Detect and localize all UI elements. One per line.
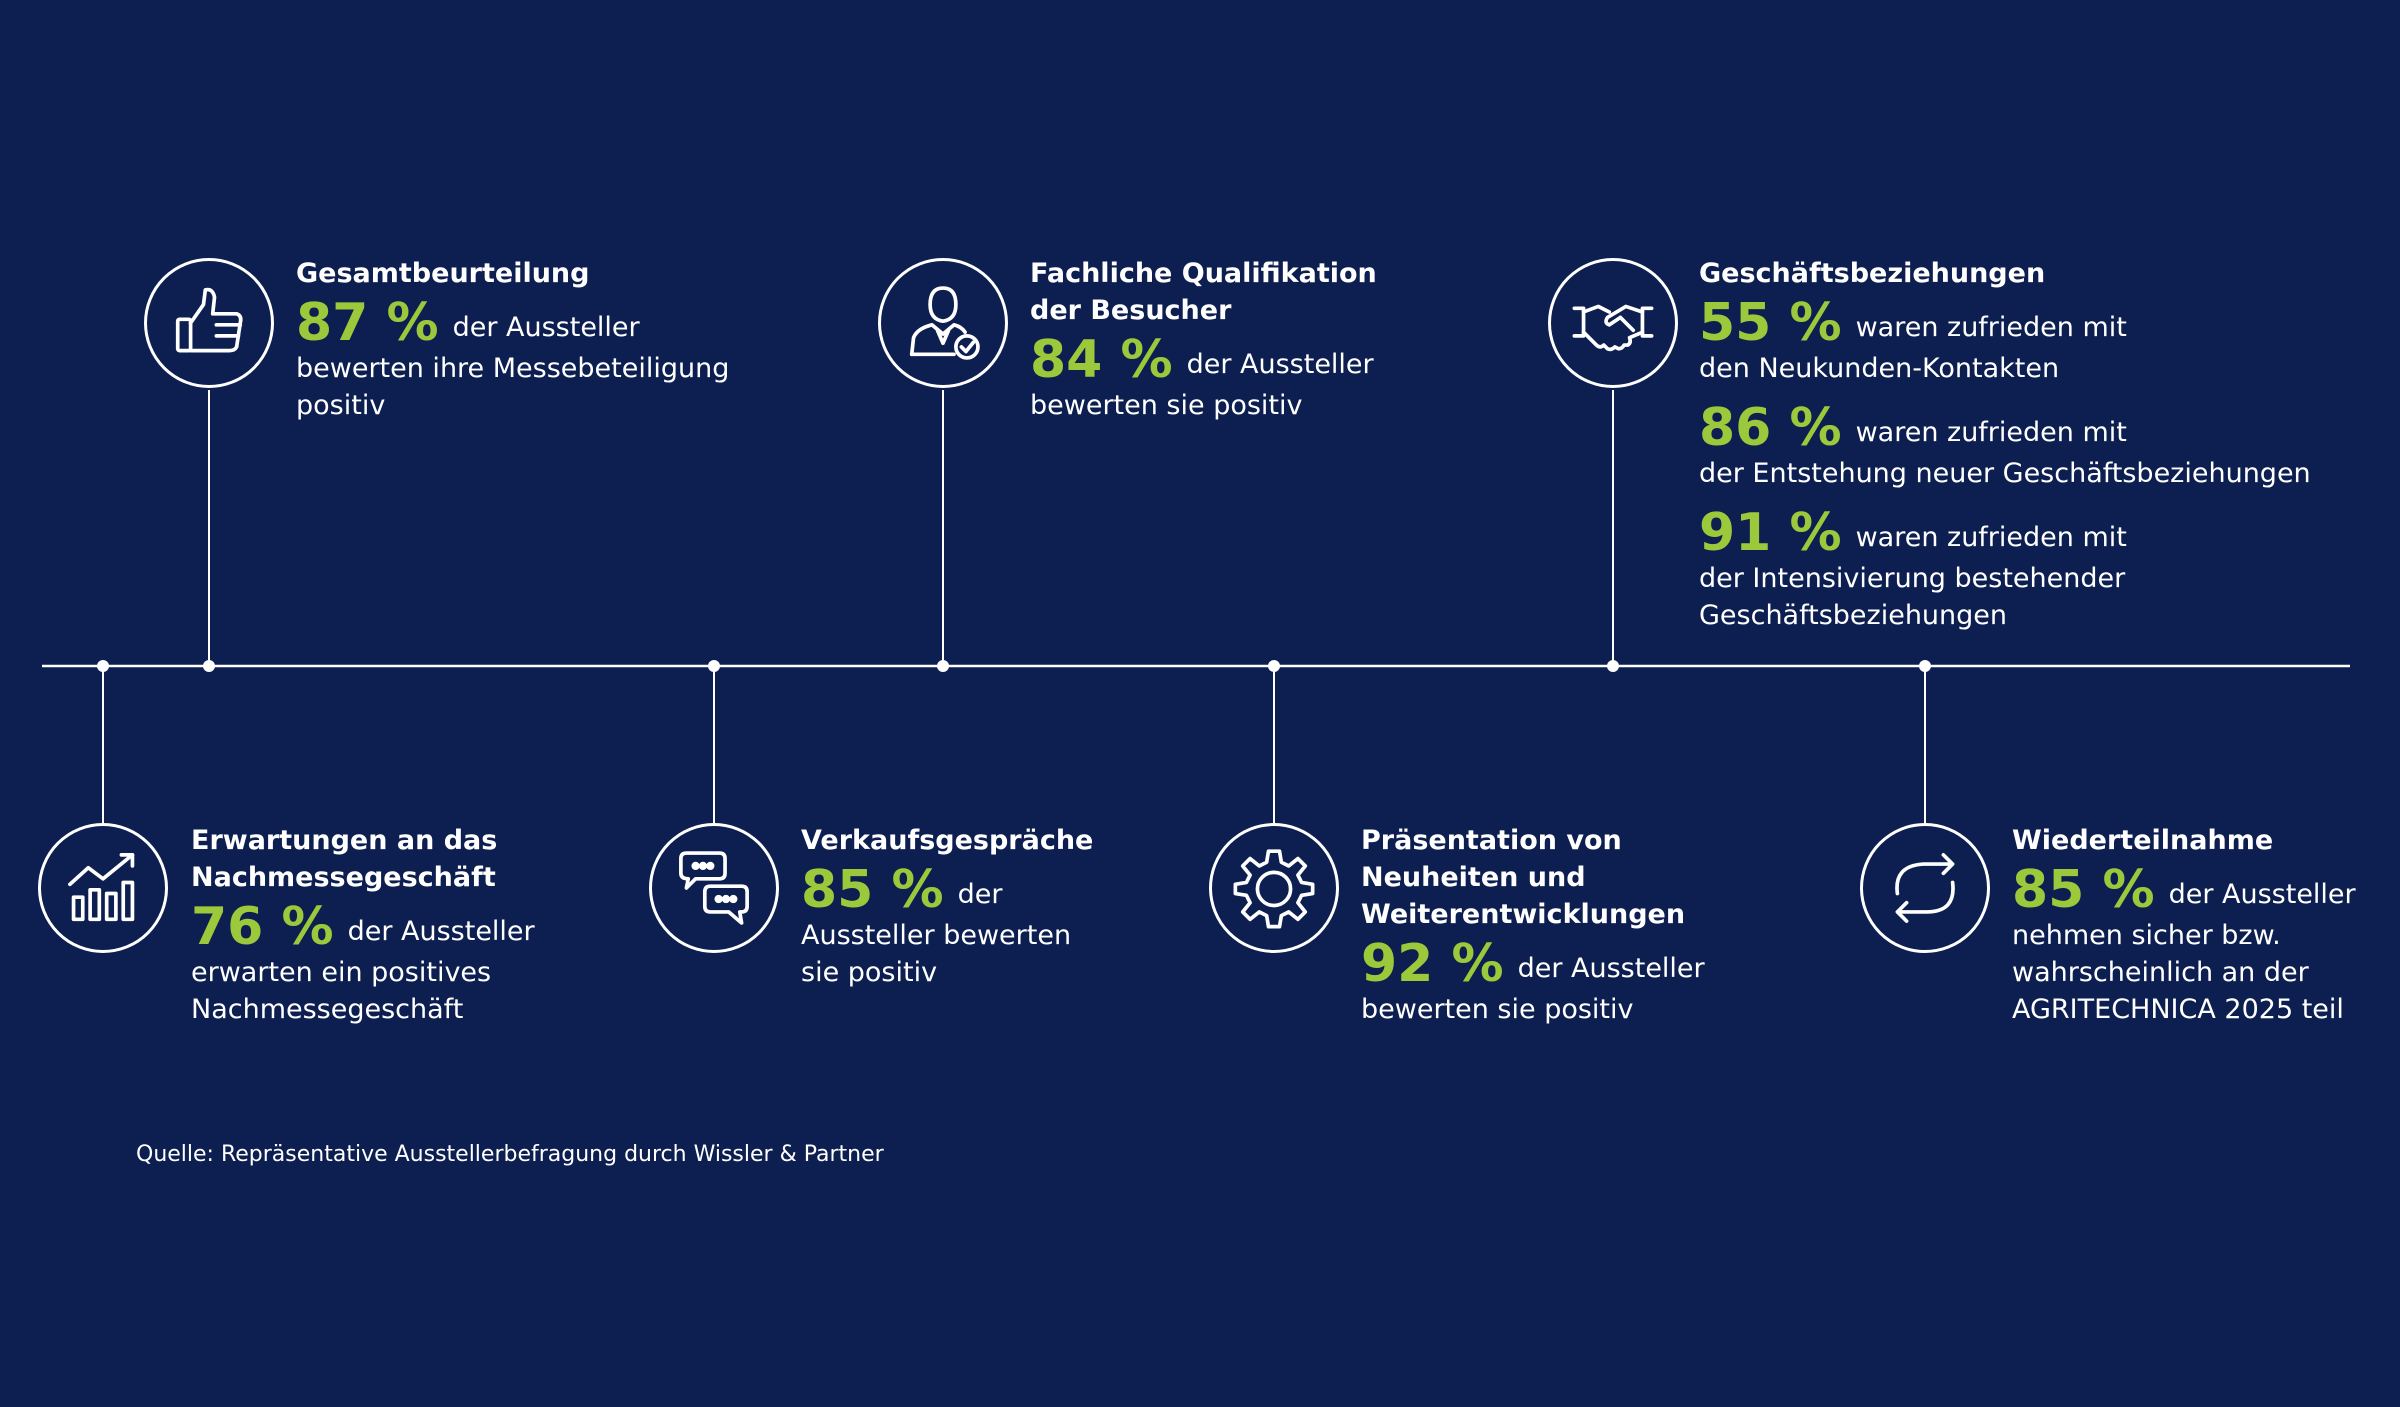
stat-text: nehmen sicher bzw. <box>2012 920 2281 951</box>
timeline-dot <box>708 660 720 672</box>
bar-chart-trend-icon <box>38 823 168 953</box>
stat-text: der Aussteller <box>2168 879 2356 910</box>
item-title: Neuheiten und <box>1361 862 1586 893</box>
stat-verkaufsgespraeche: Verkaufsgespräche 85 % der Aussteller bew… <box>801 822 1093 991</box>
percent-value: 92 % <box>1361 934 1504 994</box>
source-note: Quelle: Repräsentative Ausstellerbefragu… <box>136 1142 884 1167</box>
timeline-dot <box>1607 660 1619 672</box>
stat-entry: 87 % der Aussteller bewerten ihre Messebe… <box>296 296 729 424</box>
stat-entry: 91 % waren zufrieden mit der Intensivieru… <box>1699 506 2311 634</box>
stat-text: waren zufrieden mit <box>1855 312 2127 343</box>
stat-text: erwarten ein positives <box>191 957 492 988</box>
stat-text: waren zufrieden mit <box>1855 417 2127 448</box>
stat-text: der Aussteller <box>1517 953 1705 984</box>
stat-text: der Aussteller <box>347 916 535 947</box>
item-title: Gesamtbeurteilung <box>296 258 590 289</box>
stat-text: bewerten sie positiv <box>1030 390 1303 421</box>
stat-entry: 55 % waren zufrieden mit den Neukunden-Ko… <box>1699 296 2311 387</box>
stat-text: positiv <box>296 390 386 421</box>
stat-text: bewerten ihre Messebeteiligung <box>296 353 730 384</box>
stat-geschaeftsbeziehungen: Geschäftsbeziehungen 55 % waren zufrieden… <box>1699 255 2311 634</box>
item-title: Weiterentwicklungen <box>1361 899 1686 930</box>
item-title: Wiederteilnahme <box>2012 825 2274 856</box>
gear-icon <box>1209 823 1339 953</box>
item-title: Präsentation von <box>1361 825 1622 856</box>
timeline-dot <box>97 660 109 672</box>
stat-entry: 86 % waren zufrieden mit der Entstehung n… <box>1699 401 2311 492</box>
timeline-dot <box>203 660 215 672</box>
stat-text: Nachmessegeschäft <box>191 994 464 1025</box>
item-title: Fachliche Qualifikation <box>1030 258 1377 289</box>
item-title: Geschäftsbeziehungen <box>1699 258 2046 289</box>
stat-text: der <box>957 879 1003 910</box>
stat-text: waren zufrieden mit <box>1855 522 2127 553</box>
stat-entry: 85 % der Aussteller bewerten sie positiv <box>801 863 1093 991</box>
item-title: Nachmessegeschäft <box>191 862 496 893</box>
percent-value: 87 % <box>296 293 439 353</box>
stat-text: Aussteller bewerten <box>801 920 1072 951</box>
thumbs-up-icon <box>144 258 274 388</box>
item-title: Erwartungen an das <box>191 825 498 856</box>
percent-value: 85 % <box>801 860 944 920</box>
stat-text: Geschäftsbeziehungen <box>1699 600 2008 631</box>
stat-text: den Neukunden-Kontakten <box>1699 353 2060 384</box>
timeline-dot <box>937 660 949 672</box>
timeline-dot <box>1268 660 1280 672</box>
timeline-dot <box>1919 660 1931 672</box>
item-title: Verkaufsgespräche <box>801 825 1094 856</box>
stat-wiederteilnahme: Wiederteilnahme 85 % der Aussteller nehme… <box>2012 822 2356 1028</box>
percent-value: 55 % <box>1699 293 1842 353</box>
percent-value: 91 % <box>1699 503 1842 563</box>
stat-text: der Aussteller <box>1186 349 1374 380</box>
stat-entry: 92 % der Aussteller bewerten sie positiv <box>1361 937 1705 1028</box>
handshake-icon <box>1548 258 1678 388</box>
stat-text: bewerten sie positiv <box>1361 994 1634 1025</box>
stat-erwartungen: Erwartungen an das Nachmessegeschäft 76 … <box>191 822 535 1028</box>
percent-value: 76 % <box>191 897 334 957</box>
stat-praesentation: Präsentation von Neuheiten und Weiterent… <box>1361 822 1705 1028</box>
refresh-arrows-icon <box>1860 823 1990 953</box>
stat-text: wahrscheinlich an der <box>2012 957 2309 988</box>
percent-value: 86 % <box>1699 398 1842 458</box>
stat-entry: 76 % der Aussteller erwarten ein positive… <box>191 900 535 1028</box>
stat-text: AGRITECHNICA 2025 teil <box>2012 994 2344 1025</box>
stat-entry: 85 % der Aussteller nehmen sicher bzw. wa… <box>2012 863 2356 1028</box>
stat-text: der Intensivierung bestehender <box>1699 563 2126 594</box>
stat-text: sie positiv <box>801 957 938 988</box>
stat-gesamtbeurteilung: Gesamtbeurteilung 87 % der Aussteller bew… <box>296 255 729 424</box>
percent-value: 84 % <box>1030 330 1173 390</box>
chat-bubbles-icon <box>649 823 779 953</box>
stat-text: der Entstehung neuer Geschäftsbeziehunge… <box>1699 458 2311 489</box>
stat-text: der Aussteller <box>452 312 640 343</box>
stat-fachliche-qualifikation: Fachliche Qualifikation der Besucher 84 … <box>1030 255 1377 424</box>
percent-value: 85 % <box>2012 860 2155 920</box>
stat-entry: 84 % der Aussteller bewerten sie positiv <box>1030 333 1377 424</box>
item-title: der Besucher <box>1030 295 1232 326</box>
visitor-person-check-icon <box>878 258 1008 388</box>
